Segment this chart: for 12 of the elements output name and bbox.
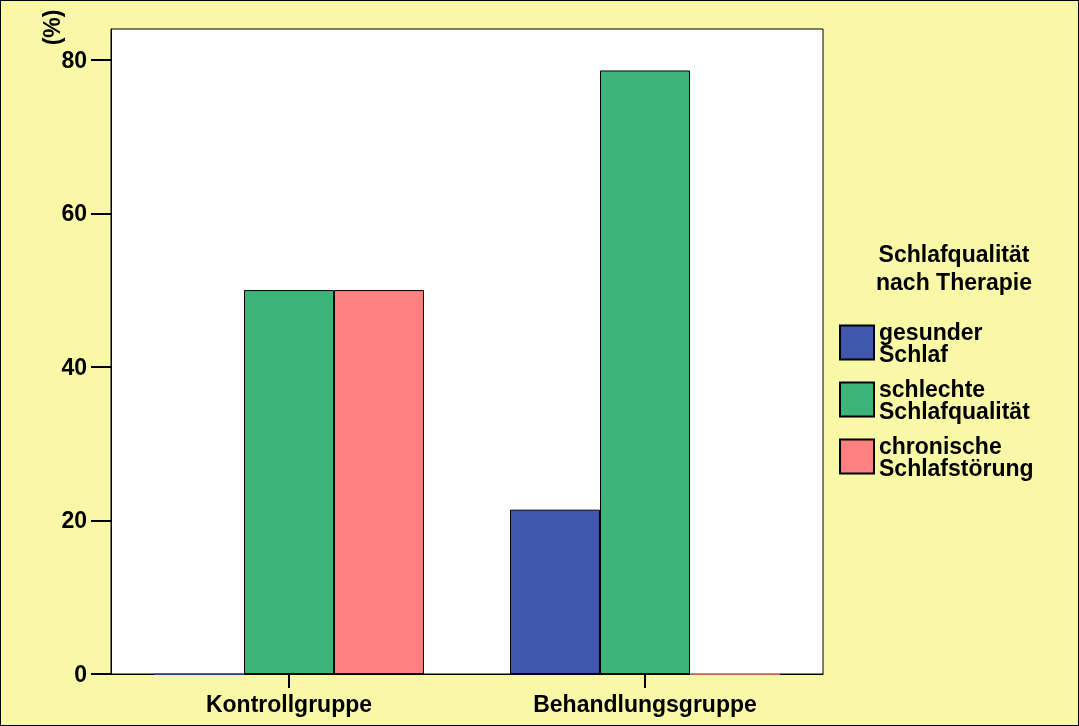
legend-title: Schlafqualität nach Therapie	[876, 241, 1032, 295]
y-tick-label: 20	[61, 507, 87, 534]
y-tick-label: 60	[61, 200, 87, 227]
y-tick-label: 80	[61, 46, 87, 73]
x-tick-label: Behandlungsgruppe	[533, 690, 757, 717]
y-axis-title: (%)	[38, 9, 65, 46]
legend-label: chronische Schlafstörung	[879, 432, 1034, 481]
legend-label: gesunder Schlaf	[879, 318, 983, 367]
legend-label: schlechte Schlafqualität	[879, 375, 1031, 424]
y-tick-label: 0	[74, 661, 87, 687]
y-tick-label: 40	[61, 353, 87, 380]
x-tick-label: Kontrollgruppe	[205, 690, 373, 717]
